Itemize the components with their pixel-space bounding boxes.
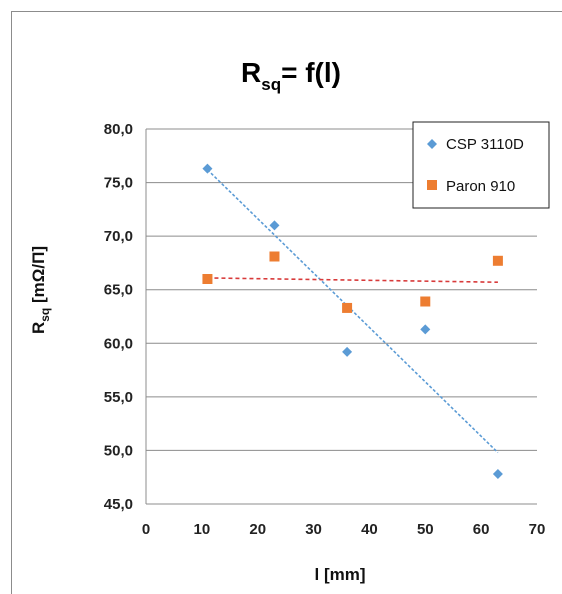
y-tick-label: 80,0	[104, 121, 133, 138]
data-point-paron	[420, 296, 431, 307]
gridlines	[146, 128, 537, 451]
legend-square-icon	[427, 180, 437, 190]
data-point-paron	[269, 251, 280, 262]
data-point-paron	[202, 274, 213, 284]
trendline-paron	[207, 277, 498, 284]
y-tick-label: 75,0	[104, 175, 133, 192]
chart-title-rest: = f(l)	[281, 57, 341, 88]
chart-frame	[11, 11, 562, 594]
chart-title: Rsq= f(l)	[241, 57, 341, 94]
axes	[145, 129, 537, 505]
data-point-csp	[492, 469, 503, 479]
trendlines	[206, 169, 499, 454]
data-point-paron	[492, 255, 503, 266]
x-tick-label: 10	[194, 521, 211, 538]
trendline-csp	[206, 169, 499, 454]
x-tick-label: 40	[361, 521, 378, 538]
y-tick-label: 50,0	[104, 442, 133, 459]
x-tick-label: 70	[529, 521, 546, 538]
data-point-paron	[342, 302, 353, 313]
chart-title-subscript: sq	[261, 75, 281, 94]
data-point-csp	[420, 324, 431, 335]
y-tick-label: 45,0	[104, 496, 133, 513]
y-tick-label: 55,0	[104, 389, 133, 406]
y-tick-label: 60,0	[104, 335, 133, 352]
x-tick-label: 60	[473, 521, 490, 538]
chart-title-main: R	[241, 57, 261, 88]
legend-diamond-icon	[427, 139, 437, 149]
data-point-csp	[269, 220, 280, 231]
x-tick-label: 50	[417, 521, 434, 538]
y-axis-title-subscript: sq	[38, 308, 52, 322]
x-axis-title: l [mm]	[315, 565, 366, 584]
y-axis-title: Rsq [mΩ/Π]	[29, 246, 52, 334]
data-points	[202, 163, 503, 479]
data-point-csp	[342, 346, 353, 357]
y-tick-label: 70,0	[104, 228, 133, 245]
legend-box	[412, 121, 550, 209]
y-tick-labels: 45,0 50,0 55,0 60,0 65,0 70,0 75,0 80,0	[104, 121, 133, 513]
y-axis-title-rest: [mΩ/Π]	[29, 246, 48, 308]
x-tick-labels: 0 10 20 30 40 50 60 70	[142, 521, 546, 538]
legend-label-csp: CSP 3110D	[446, 136, 524, 153]
legend: CSP 3110D Paron 910	[412, 121, 550, 209]
y-axis-title-main: R	[29, 322, 48, 334]
data-point-csp	[202, 163, 213, 174]
x-tick-label: 30	[305, 521, 322, 538]
x-tick-label: 20	[249, 521, 266, 538]
x-tick-label: 0	[142, 521, 150, 538]
legend-label-paron: Paron 910	[446, 178, 515, 195]
y-tick-label: 65,0	[104, 282, 133, 299]
